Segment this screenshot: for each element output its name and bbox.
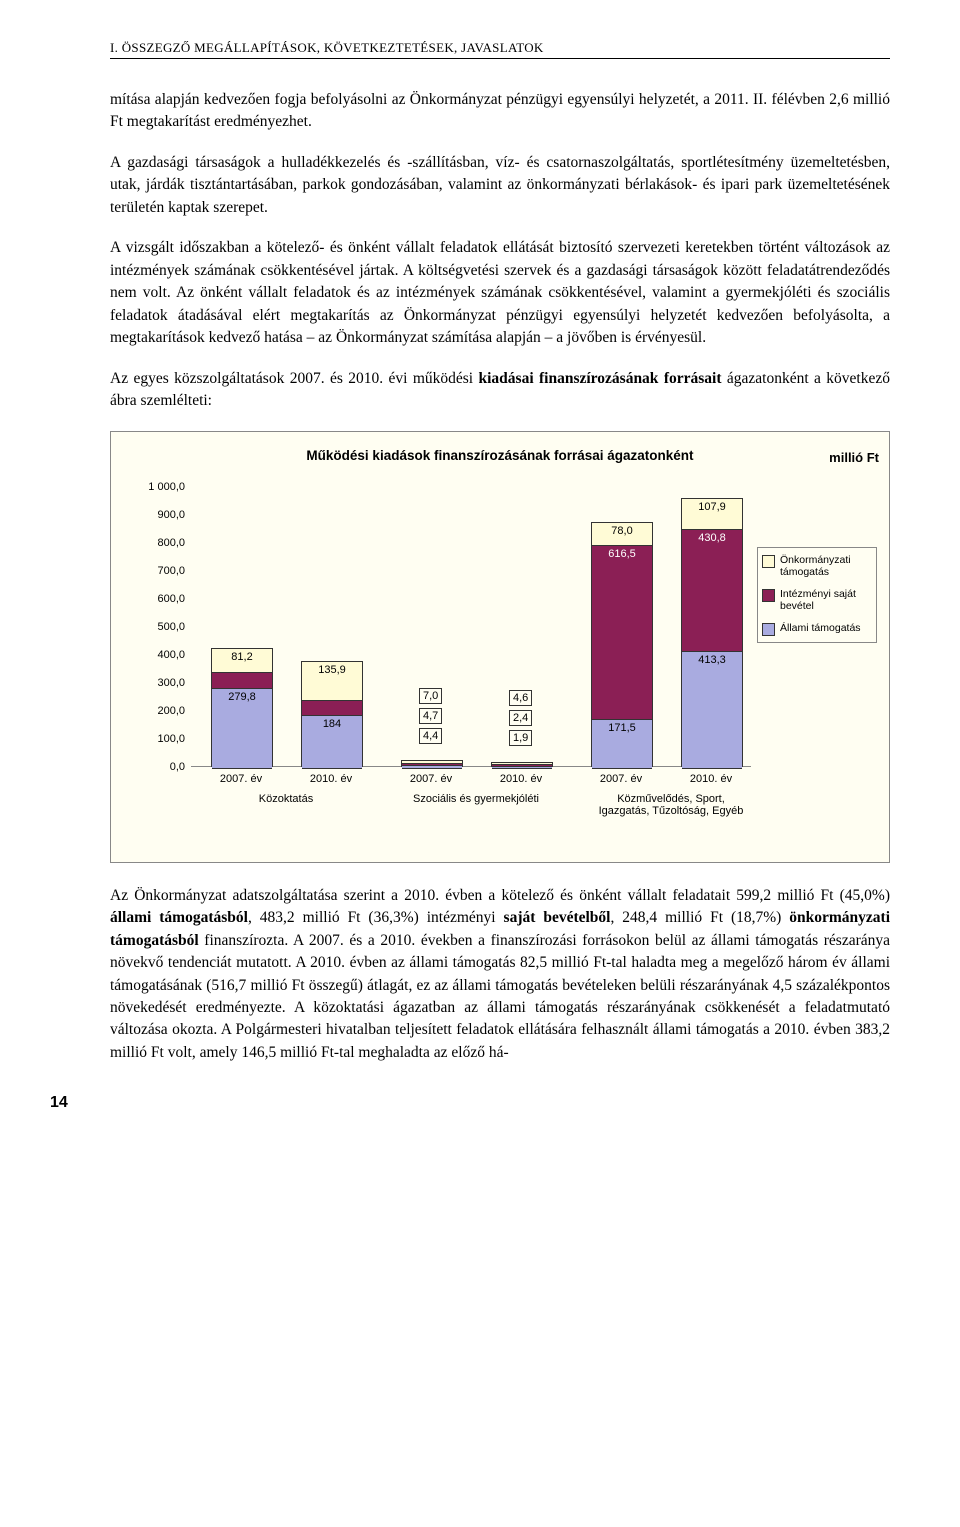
y-tick-label: 100,0 [157,733,185,745]
legend-label: Önkormányzati támogatás [780,554,872,578]
paragraph-5: Az Önkormányzat adatszolgáltatása szerin… [110,885,890,1065]
legend-label: Állami támogatás [780,622,861,634]
segment-label: 413,3 [698,652,726,666]
legend-swatch [762,589,775,602]
legend-swatch [762,623,775,636]
legend-label: Intézményi saját bevétel [780,588,872,612]
p5-1: Az Önkormányzat adatszolgáltatása szerin… [110,887,890,904]
callout-label: 7,0 [419,688,442,704]
callout-label: 4,7 [419,708,442,724]
segment-label: 135,9 [318,662,346,676]
segment-label: 78,0 [611,523,632,537]
bar-5: 107,9 430,8 413,3 [681,498,743,767]
paragraph-1: mítása alapján kedvezően fogja befolyáso… [110,89,890,134]
x-year-label: 2007. év [591,773,651,785]
p5-2: , 483,2 mil­lió Ft (36,3%) intézményi [248,909,504,926]
y-tick-label: 0,0 [170,761,185,773]
x-group-label: Szociális és gyermekjóléti [401,793,551,805]
y-tick-label: 300,0 [157,677,185,689]
p4-pre: Az egyes közszolgáltatások 2007. és 2010… [110,370,478,387]
y-tick-label: 900,0 [157,509,185,521]
y-tick-label: 800,0 [157,537,185,549]
segment-int: 616,5 [592,546,652,720]
paragraph-2: A gazdasági társaságok a hulladékkezelés… [110,152,890,219]
segment-int: 430,8 [682,530,742,652]
segment-all: 279,8 [212,689,272,768]
x-year-label: 2010. év [491,773,551,785]
page-number: 14 [50,1094,890,1112]
page-header: I. ÖSSZEGZŐ MEGÁLLAPÍTÁSOK, KÖVETKEZTETÉ… [110,40,890,59]
chart-title: Működési kiadások finanszírozásának forr… [121,442,879,463]
y-tick-label: 400,0 [157,649,185,661]
bar-0: 81,2 279,8 [211,648,273,767]
segment-label: 616,5 [608,546,636,560]
y-tick-label: 500,0 [157,621,185,633]
y-tick-label: 1 000,0 [148,481,185,493]
chart-container: Működési kiadások finanszírozásának forr… [110,431,890,863]
legend-row: Állami támogatás [762,622,872,636]
paragraph-4: Az egyes közszolgáltatások 2007. és 2010… [110,368,890,413]
legend-row: Intézményi saját bevétel [762,588,872,612]
segment-label: 279,8 [228,689,256,703]
segment-label: 107,9 [698,499,726,513]
paragraph-3: A vizsgált időszakban a kötelező- és önk… [110,237,890,349]
x-year-label: 2010. év [301,773,361,785]
p4-bold: kiadásai finanszíro­zásának forrásait [478,370,721,387]
segment-all: 184 [302,716,362,769]
plot: 81,2279,82007. év135,91842010. év7,04,74… [191,487,751,767]
p5-3: , 248,4 millió Ft (18,7%) [610,909,789,926]
y-tick-label: 200,0 [157,705,185,717]
y-tick-label: 700,0 [157,565,185,577]
segment-ony: 78,0 [592,523,652,546]
y-tick-label: 600,0 [157,593,185,605]
bar-3 [491,762,553,766]
callout-label: 4,6 [509,690,532,706]
x-group-label: Közművelődés, Sport, Igazgatás, Tűzoltós… [591,793,751,817]
callout-label: 4,4 [419,728,442,744]
legend-row: Önkormányzati támogatás [762,554,872,578]
x-year-label: 2010. év [681,773,741,785]
segment-int [212,673,272,689]
legend-swatch [762,555,775,568]
segment-all [402,766,462,768]
segment-label: 430,8 [698,530,726,544]
segment-label: 171,5 [608,720,636,734]
x-year-label: 2007. év [211,773,271,785]
segment-label: 184 [323,716,341,730]
chart-unit: millió Ft [829,450,879,465]
p5-b1: állami támogatásból [110,909,248,926]
callout-label: 1,9 [509,730,532,746]
x-year-label: 2007. év [401,773,461,785]
bar-4: 78,0 616,5 171,5 [591,522,653,766]
x-group-label: Közoktatás [211,793,361,805]
segment-ony: 81,2 [212,649,272,673]
segment-ony: 135,9 [302,662,362,701]
x-axis-line [191,766,751,767]
segment-all: 171,5 [592,720,652,769]
segment-label: 81,2 [231,649,252,663]
segment-ony: 107,9 [682,499,742,530]
segment-all [492,767,552,769]
segment-all: 413,3 [682,652,742,769]
chart-legend: Önkormányzati támogatás Intézményi saját … [757,547,877,643]
y-axis-labels: 0,0100,0200,0300,0400,0500,0600,0700,080… [131,487,185,767]
segment-int [302,701,362,716]
bar-1: 135,9 184 [301,661,363,767]
callout-label: 2,4 [509,710,532,726]
bar-2 [401,760,463,767]
p5-4: finanszírozta. A 2007. és a 2010. évekbe… [110,932,890,1061]
p5-b2: saját bevételből [504,909,611,926]
